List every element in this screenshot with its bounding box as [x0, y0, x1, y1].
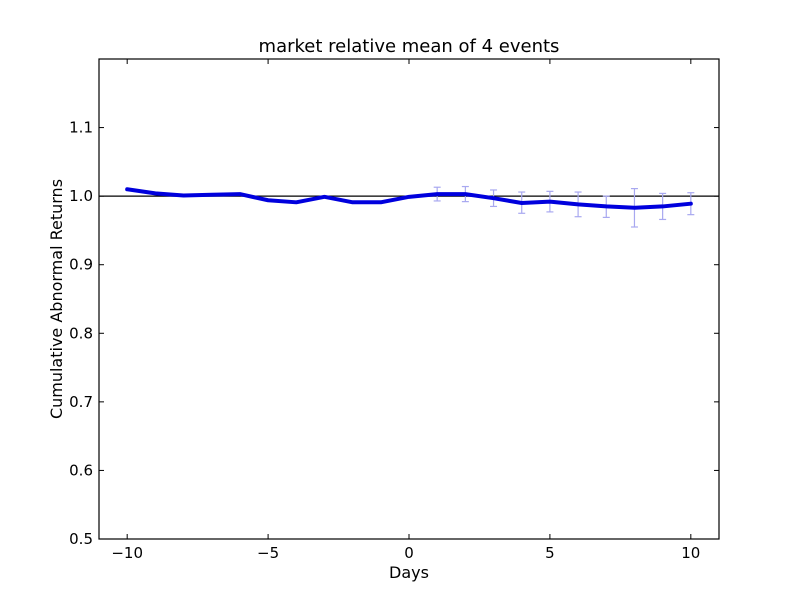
- x-tick-label: 5: [545, 544, 555, 562]
- x-tick-label: −10: [111, 544, 143, 562]
- plot-frame: [98, 58, 720, 540]
- x-axis-label: Days: [389, 563, 429, 582]
- y-tick-label: 1.1: [69, 119, 93, 137]
- y-axis-label: Cumulative Abnormal Returns: [47, 179, 66, 419]
- y-tick-label: 0.8: [69, 324, 93, 342]
- y-tick-label: 0.7: [69, 393, 93, 411]
- y-tick-label: 0.9: [69, 256, 93, 274]
- y-tick-label: 1.0: [69, 187, 93, 205]
- x-tick-label: 0: [404, 544, 414, 562]
- chart-title: market relative mean of 4 events: [259, 36, 560, 57]
- series-line: [125, 187, 693, 210]
- axis-ticks: −10 −5 0 5 10 0.5 0.6 0.7 0.8 0.9 1.0 1.1: [69, 59, 719, 562]
- y-tick-label: 0.5: [69, 530, 93, 548]
- x-tick-label: −5: [257, 544, 279, 562]
- y-tick-label: 0.6: [69, 461, 93, 479]
- x-tick-label: 10: [681, 544, 700, 562]
- series-layer: [125, 187, 693, 210]
